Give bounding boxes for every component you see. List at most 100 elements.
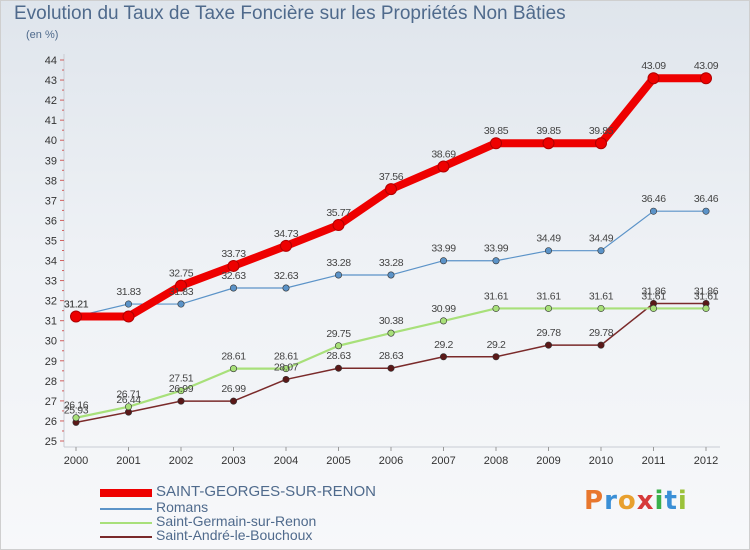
data-point-3: [334, 364, 342, 372]
y-tick-label: 36: [45, 215, 57, 227]
data-point-1: [492, 257, 500, 265]
data-label: 29.78: [589, 327, 614, 339]
data-label: 31.61: [536, 290, 561, 302]
y-tick-label: 38: [45, 175, 57, 187]
data-label: 38.69: [431, 148, 456, 160]
data-point-3: [439, 353, 447, 361]
data-label: 26.71: [116, 389, 141, 401]
y-tick-label: 39: [45, 155, 57, 167]
y-tick-label: 30: [45, 336, 57, 348]
data-label: 36.46: [641, 193, 666, 205]
x-tick-label: 2007: [431, 455, 455, 467]
y-tick-label: 43: [45, 75, 57, 87]
data-label: 29.2: [487, 339, 506, 351]
y-tick-label: 27: [45, 396, 57, 408]
data-point-3: [492, 353, 500, 361]
y-tick-label: 33: [45, 276, 57, 288]
y-tick-label: 31: [45, 316, 57, 328]
data-label: 28.07: [274, 361, 299, 373]
x-tick-label: 2000: [64, 455, 88, 467]
y-tick-label: 44: [45, 55, 57, 67]
y-tick-label: 41: [45, 115, 57, 127]
data-label: 31.61: [589, 290, 614, 302]
legend-label: SAINT-GEORGES-SUR-RENON: [156, 483, 377, 500]
data-point-2: [230, 365, 238, 373]
data-label: 36.46: [694, 193, 719, 205]
data-label: 30.99: [431, 303, 456, 315]
data-label: 25.93: [64, 404, 89, 416]
data-point-2: [492, 304, 500, 312]
chart-title: Evolution du Taux de Taxe Foncière sur l…: [14, 3, 566, 24]
data-point-2: [72, 414, 80, 422]
x-tick-label: 2006: [379, 455, 403, 467]
legend-swatch: [100, 522, 152, 524]
data-label: 39.85: [484, 125, 509, 137]
data-label: 34.73: [274, 228, 299, 240]
data-label: 32.63: [221, 270, 246, 282]
data-point-2: [702, 304, 710, 312]
data-label: 31.83: [169, 286, 194, 298]
data-label: 37.56: [379, 171, 404, 183]
data-label: 26.44: [116, 394, 141, 406]
data-point-3: [387, 364, 395, 372]
data-label: 32.75: [169, 268, 194, 280]
data-label: 33.99: [484, 243, 509, 255]
data-point-0: [332, 219, 345, 232]
data-point-0: [122, 310, 135, 323]
data-point-0: [700, 72, 712, 85]
y-tick-label: 35: [45, 235, 57, 247]
data-label: 34.49: [536, 233, 561, 245]
data-point-0: [227, 259, 240, 272]
data-point-2: [597, 304, 605, 312]
data-point-2: [387, 329, 395, 337]
legend-label: Romans: [156, 499, 209, 515]
x-tick-label: 2004: [274, 455, 298, 467]
data-point-2: [177, 387, 185, 395]
data-point-3: [544, 341, 552, 349]
data-label: 28.61: [274, 351, 299, 363]
legend-label: Saint-André-le-Bouchoux: [156, 527, 313, 543]
legend-label: Saint-Germain-sur-Renon: [156, 513, 317, 529]
data-label: 31.61: [641, 290, 666, 302]
y-tick-label: 34: [45, 256, 57, 268]
data-label: 31.86: [641, 285, 666, 297]
data-label: 39.85: [589, 125, 614, 137]
legend-swatch: [100, 508, 152, 510]
data-point-1: [282, 284, 290, 292]
data-label: 33.73: [221, 248, 246, 260]
data-point-0: [280, 239, 292, 252]
x-tick-label: 2011: [642, 455, 666, 467]
data-label: 27.51: [169, 373, 194, 385]
y-tick-label: 40: [45, 135, 57, 147]
data-point-0: [385, 183, 397, 196]
data-point-0: [437, 160, 450, 173]
data-point-1: [702, 207, 710, 215]
data-label: 29.2: [434, 339, 453, 351]
legend-swatch: [100, 489, 152, 497]
data-point-3: [177, 397, 185, 405]
data-label: 31.61: [694, 290, 719, 302]
data-point-1: [177, 300, 185, 308]
x-tick-label: 2002: [169, 455, 193, 467]
data-label: 28.63: [379, 350, 404, 362]
legend-swatch: [100, 536, 152, 538]
data-point-0: [647, 72, 660, 85]
data-point-2: [334, 342, 342, 350]
data-point-0: [595, 137, 607, 150]
data-label: 31.86: [694, 285, 719, 297]
data-label: 26.99: [221, 383, 246, 395]
x-tick-label: 2012: [694, 455, 718, 467]
data-label: 28.61: [221, 351, 246, 363]
data-point-0: [542, 137, 555, 150]
x-tick-label: 2008: [484, 455, 508, 467]
y-tick-label: 26: [45, 416, 57, 428]
data-label: 26.16: [64, 400, 89, 412]
data-label: 28.63: [326, 350, 351, 362]
data-label: 33.28: [326, 257, 351, 269]
y-tick-label: 32: [45, 296, 57, 308]
data-label: 30.38: [379, 315, 404, 327]
data-point-1: [125, 300, 133, 308]
data-label: 26.99: [169, 383, 194, 395]
data-point-1: [544, 247, 552, 255]
